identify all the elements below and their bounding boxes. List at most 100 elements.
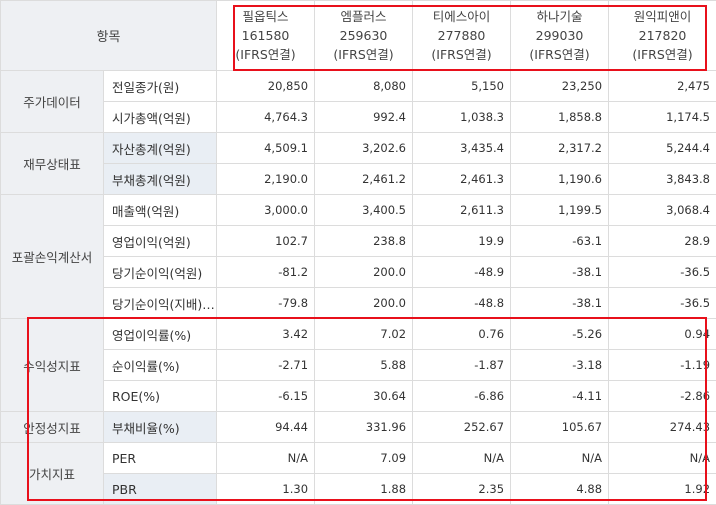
company-name: 원익피앤이 [609, 7, 716, 26]
value-cell: -5.26 [511, 319, 609, 350]
company-code: 277880 [413, 26, 510, 45]
value-cell: 3,843.8 [609, 164, 716, 195]
row-label: 영업이익(억원) [104, 226, 217, 257]
company-header-1: 필옵틱스 161580 (IFRS연결) [217, 1, 315, 71]
category-income: 포괄손익계산서 [1, 195, 104, 319]
company-name: 필옵틱스 [217, 7, 314, 26]
value-cell: -2.71 [217, 350, 315, 381]
company-header-4: 하나기술 299030 (IFRS연결) [511, 1, 609, 71]
company-code: 259630 [315, 26, 412, 45]
value-cell: 2,611.3 [413, 195, 511, 226]
value-cell: 19.9 [413, 226, 511, 257]
row-label: PER [104, 443, 217, 474]
row-label: 전일종가(원) [104, 71, 217, 102]
company-name: 엠플러스 [315, 7, 412, 26]
value-cell: -36.5 [609, 288, 716, 319]
value-cell: 274.43 [609, 412, 716, 443]
value-cell: 3,400.5 [315, 195, 413, 226]
value-cell: 238.8 [315, 226, 413, 257]
value-cell: 1.92 [609, 474, 716, 505]
value-cell: -48.8 [413, 288, 511, 319]
value-cell: 5.88 [315, 350, 413, 381]
value-cell: 2,190.0 [217, 164, 315, 195]
value-cell: 992.4 [315, 102, 413, 133]
value-cell: 3,202.6 [315, 133, 413, 164]
value-cell: 2,461.3 [413, 164, 511, 195]
company-header-5: 원익피앤이 217820 (IFRS연결) [609, 1, 716, 71]
value-cell: 28.9 [609, 226, 716, 257]
value-cell: N/A [609, 443, 716, 474]
value-cell: 200.0 [315, 257, 413, 288]
value-cell: 1,190.6 [511, 164, 609, 195]
row-label: 매출액(억원) [104, 195, 217, 226]
value-cell: 3,000.0 [217, 195, 315, 226]
header-row: 항목 필옵틱스 161580 (IFRS연결) 엠플러스 259630 (IFR… [1, 1, 716, 71]
value-cell: -1.87 [413, 350, 511, 381]
value-cell: 8,080 [315, 71, 413, 102]
company-code: 299030 [511, 26, 608, 45]
value-cell: -4.11 [511, 381, 609, 412]
value-cell: -1.19 [609, 350, 716, 381]
value-cell: 5,150 [413, 71, 511, 102]
value-cell: -36.5 [609, 257, 716, 288]
value-cell: 3,435.4 [413, 133, 511, 164]
value-cell: 2,317.2 [511, 133, 609, 164]
company-basis: (IFRS연결) [315, 45, 412, 64]
value-cell: N/A [217, 443, 315, 474]
value-cell: 5,244.4 [609, 133, 716, 164]
company-basis: (IFRS연결) [413, 45, 510, 64]
value-cell: 1,858.8 [511, 102, 609, 133]
value-cell: 3.42 [217, 319, 315, 350]
value-cell: 252.67 [413, 412, 511, 443]
company-name: 티에스아이 [413, 7, 510, 26]
company-code: 161580 [217, 26, 314, 45]
value-cell: N/A [511, 443, 609, 474]
value-cell: 200.0 [315, 288, 413, 319]
value-cell: -3.18 [511, 350, 609, 381]
company-header-2: 엠플러스 259630 (IFRS연결) [315, 1, 413, 71]
row-label: 시가총액(억원) [104, 102, 217, 133]
value-cell: 2.35 [413, 474, 511, 505]
value-cell: -2.86 [609, 381, 716, 412]
value-cell: -38.1 [511, 288, 609, 319]
row-label: 영업이익률(%) [104, 319, 217, 350]
row-label: 부채총계(억원) [104, 164, 217, 195]
row-label: PBR [104, 474, 217, 505]
value-cell: 3,068.4 [609, 195, 716, 226]
header-item-label: 항목 [1, 1, 217, 71]
row-label: 자산총계(억원) [104, 133, 217, 164]
row-label: ROE(%) [104, 381, 217, 412]
value-cell: 0.76 [413, 319, 511, 350]
category-price: 주가데이터 [1, 71, 104, 133]
value-cell: 1.30 [217, 474, 315, 505]
value-cell: 4,509.1 [217, 133, 315, 164]
value-cell: -38.1 [511, 257, 609, 288]
value-cell: 7.02 [315, 319, 413, 350]
category-stability: 안정성지표 [1, 412, 104, 443]
row-label: 순이익률(%) [104, 350, 217, 381]
value-cell: 4.88 [511, 474, 609, 505]
value-cell: -6.15 [217, 381, 315, 412]
value-cell: -81.2 [217, 257, 315, 288]
row-label: 부채비율(%) [104, 412, 217, 443]
value-cell: 331.96 [315, 412, 413, 443]
value-cell: 1,199.5 [511, 195, 609, 226]
company-basis: (IFRS연결) [609, 45, 716, 64]
company-header-3: 티에스아이 277880 (IFRS연결) [413, 1, 511, 71]
value-cell: 1,038.3 [413, 102, 511, 133]
company-basis: (IFRS연결) [217, 45, 314, 64]
value-cell: 7.09 [315, 443, 413, 474]
company-code: 217820 [609, 26, 716, 45]
row-label: 당기순이익(지배)… [104, 288, 217, 319]
